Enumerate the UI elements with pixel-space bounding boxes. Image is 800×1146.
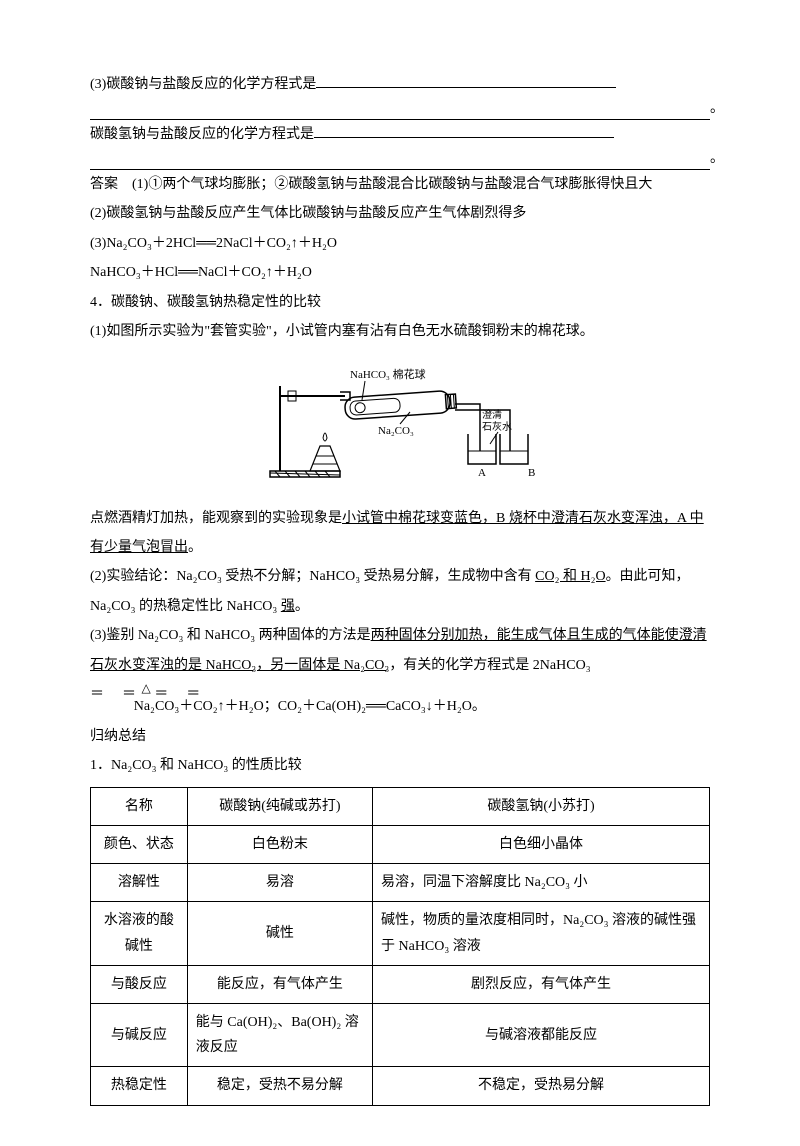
- blank: [314, 123, 614, 138]
- cell: 与酸反应: [91, 965, 188, 1003]
- q3b-text: 碳酸氢钠与盐酸反应的化学方程式是: [90, 127, 314, 142]
- heading-4: 4．碳酸钠、碳酸氢钠热稳定性的比较: [90, 288, 710, 317]
- table-row: 溶解性 易溶 易溶，同温下溶解度比 Na₂CO₃ 小: [91, 864, 710, 902]
- cell: 剧烈反应，有气体产生: [373, 965, 710, 1003]
- para-1: (1)如图所示实验为"套管实验"，小试管内塞有沾有白色无水硫酸铜粉末的棉花球。: [90, 317, 710, 346]
- summary-heading: 归纳总结: [90, 722, 710, 751]
- cell: 能反应，有气体产生: [187, 965, 372, 1003]
- cell: 白色粉末: [187, 826, 372, 864]
- cell: 碱性: [187, 902, 372, 965]
- answer-2: (2)碳酸氢钠与盐酸反应产生气体比碳酸钠与盐酸反应产生气体剧烈得多: [90, 199, 710, 228]
- cell: 水溶液的酸碱性: [91, 902, 188, 965]
- q3-line: (3)碳酸钠与盐酸反应的化学方程式是: [90, 70, 710, 99]
- table-header-row: 名称 碳酸钠(纯碱或苏打) 碳酸氢钠(小苏打): [91, 787, 710, 825]
- th-2: 碳酸氢钠(小苏打): [373, 787, 710, 825]
- table-row: 与酸反应 能反应，有气体产生 剧烈反应，有气体产生: [91, 965, 710, 1003]
- fig-label-na2co3: Na₂CO₃: [378, 425, 414, 437]
- cell: 与碱溶液都能反应: [373, 1003, 710, 1066]
- blank-line-2: [90, 149, 710, 170]
- cell: 易溶: [187, 864, 372, 902]
- heating-equation: ＝ ＝ △ ＝ ＝ Na₂CO₃＋CO₂↑＋H₂O；CO₂＋Ca(OH)₂══C…: [90, 680, 710, 708]
- p3u: CO₂ 和 H₂O: [535, 569, 605, 584]
- fig-label-caoh-1: 澄清: [482, 408, 502, 421]
- cell: 不稳定，受热易分解: [373, 1067, 710, 1105]
- p3a: (2)实验结论：Na₂CO₃ 受热不分解；NaHCO₃ 受热易分解，生成物中含有: [90, 569, 535, 584]
- q3b-line: 碳酸氢钠与盐酸反应的化学方程式是: [90, 120, 710, 149]
- cell: 能与 Ca(OH)₂、Ba(OH)₂ 溶液反应: [187, 1003, 372, 1066]
- cell: 稳定，受热不易分解: [187, 1067, 372, 1105]
- th-0: 名称: [91, 787, 188, 825]
- fig-label-a: A: [478, 467, 486, 479]
- p3c: 。: [295, 599, 309, 614]
- cell: 碱性，物质的量浓度相同时，Na₂CO₃ 溶液的碱性强于 NaHCO₃ 溶液: [373, 902, 710, 965]
- cell: 颜色、状态: [91, 826, 188, 864]
- answer-1: 答案 (1)①两个气球均膨胀；②碳酸氢钠与盐酸混合比碳酸钠与盐酸混合气球膨胀得快…: [90, 170, 710, 199]
- p2b: 。: [188, 540, 202, 555]
- cell: 易溶，同温下溶解度比 Na₂CO₃ 小: [373, 864, 710, 902]
- q3-text: (3)碳酸钠与盐酸反应的化学方程式是: [90, 77, 316, 92]
- delta-sym: △: [142, 681, 151, 695]
- figure-svg: NaHCO₃ 棉花球 Na₂CO₃ 澄清 石灰水 A B: [250, 356, 550, 486]
- fig-label-b: B: [528, 467, 535, 479]
- answer-3a: (3)Na₂CO₃＋2HCl══2NaCl＋CO₂↑＋H₂O: [90, 229, 710, 258]
- blank: [316, 73, 616, 88]
- p3u2: 强: [281, 599, 295, 614]
- answer-3b: NaHCO₃＋HCl══NaCl＋CO₂↑＋H₂O: [90, 258, 710, 287]
- para-4: (3)鉴别 Na₂CO₃ 和 NaHCO₃ 两种固体的方法是两种固体分别加热，能…: [90, 621, 710, 680]
- table-row: 与碱反应 能与 Ca(OH)₂、Ba(OH)₂ 溶液反应 与碱溶液都能反应: [91, 1003, 710, 1066]
- para-3: (2)实验结论：Na₂CO₃ 受热不分解；NaHCO₃ 受热易分解，生成物中含有…: [90, 562, 710, 621]
- blank-line-1: [90, 99, 710, 120]
- para-2: 点燃酒精灯加热，能观察到的实验现象是小试管中棉花球变蓝色，B 烧杯中澄清石灰水变…: [90, 504, 710, 563]
- table-row: 颜色、状态 白色粉末 白色细小晶体: [91, 826, 710, 864]
- delta-left: ＝ ＝: [90, 687, 138, 702]
- p4a: (3)鉴别 Na₂CO₃ 和 NaHCO₃ 两种固体的方法是: [90, 628, 371, 643]
- table-row: 水溶液的酸碱性 碱性 碱性，物质的量浓度相同时，Na₂CO₃ 溶液的碱性强于 N…: [91, 902, 710, 965]
- experiment-figure: NaHCO₃ 棉花球 Na₂CO₃ 澄清 石灰水 A B: [90, 356, 710, 497]
- fig-label-caoh-2: 石灰水: [482, 420, 512, 433]
- page-content: (3)碳酸钠与盐酸反应的化学方程式是 碳酸氢钠与盐酸反应的化学方程式是 答案 (…: [0, 0, 800, 1146]
- table-row: 热稳定性 稳定，受热不易分解 不稳定，受热易分解: [91, 1067, 710, 1105]
- cell: 热稳定性: [91, 1067, 188, 1105]
- cell: 白色细小晶体: [373, 826, 710, 864]
- eq-tail: Na₂CO₃＋CO₂↑＋H₂O；CO₂＋Ca(OH)₂══CaCO₃↓＋H₂O。: [134, 699, 486, 714]
- cell: 溶解性: [91, 864, 188, 902]
- fig-label-nahco3: NaHCO₃ 棉花球: [350, 367, 426, 381]
- cell: 与碱反应: [91, 1003, 188, 1066]
- compare-table: 名称 碳酸钠(纯碱或苏打) 碳酸氢钠(小苏打) 颜色、状态 白色粉末 白色细小晶…: [90, 787, 710, 1106]
- summary-1: 1．Na₂CO₃ 和 NaHCO₃ 的性质比较: [90, 751, 710, 780]
- p2a: 点燃酒精灯加热，能观察到的实验现象是: [90, 511, 342, 526]
- p4b: ，有关的化学方程式是 2NaHCO₃: [389, 658, 590, 673]
- th-1: 碳酸钠(纯碱或苏打): [187, 787, 372, 825]
